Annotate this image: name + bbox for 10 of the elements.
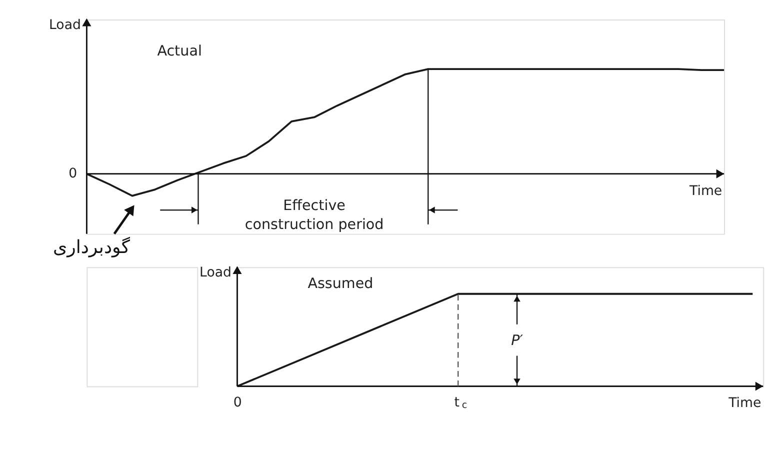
annotation: P′ <box>511 332 524 349</box>
text: Effective construction period <box>244 198 384 234</box>
chart-title: Assumed <box>308 276 374 292</box>
y-axis-title: Load <box>48 18 81 34</box>
x-axis-title: Time <box>728 396 762 412</box>
chart-title: Actual <box>157 44 202 60</box>
x-axis-title: Time <box>688 184 722 199</box>
y-axis-title: Load <box>200 266 232 281</box>
text: 0 <box>68 166 78 182</box>
text: گودبرداری <box>52 236 130 258</box>
